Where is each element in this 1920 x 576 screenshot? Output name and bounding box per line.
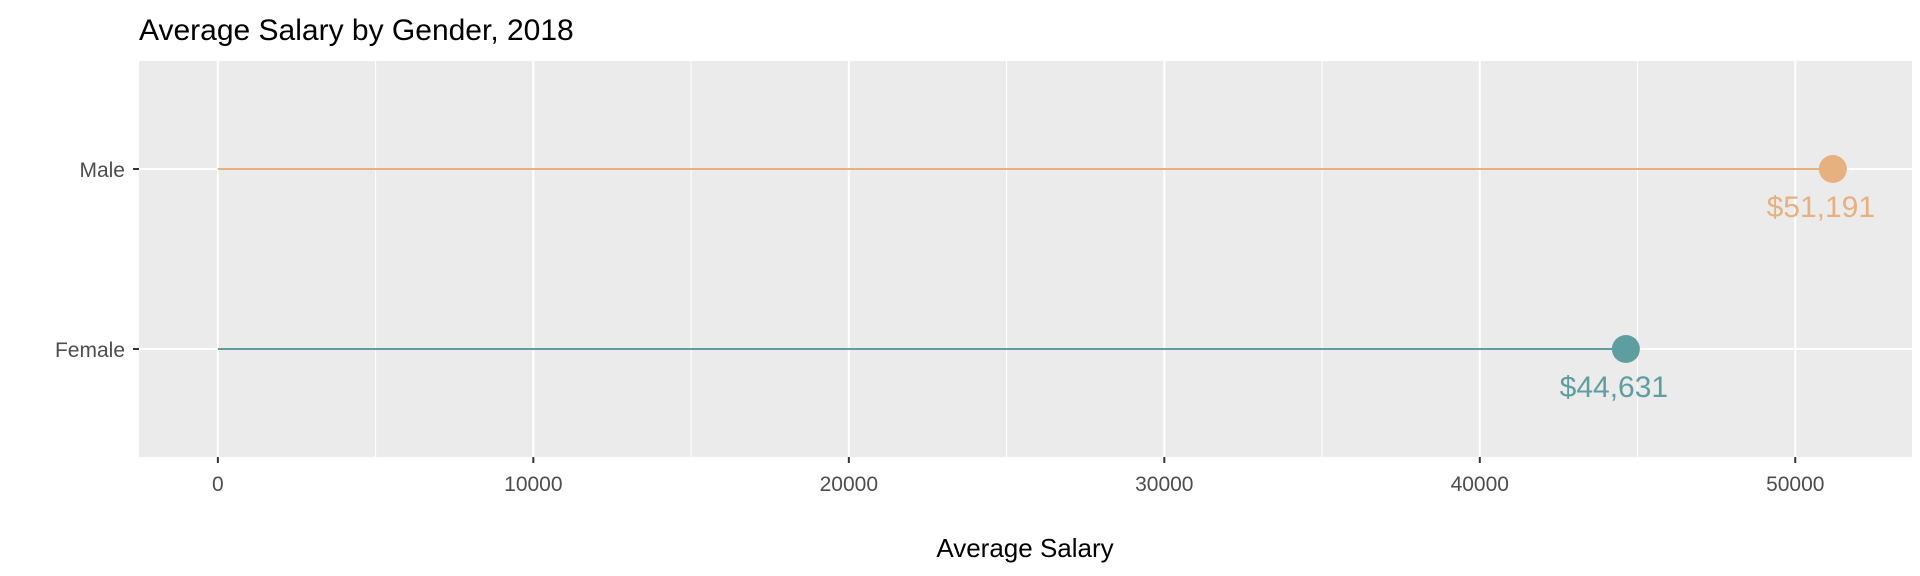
lollipop-point [1818,155,1847,183]
data-label: $51,191 [1767,191,1875,224]
marks-layer: $51,191 $44,631 [217,155,1875,404]
y-axis: Male Female [55,159,139,362]
plot-panel [139,61,1912,457]
chart-title: Average Salary by Gender, 2018 [139,14,574,47]
x-tick-label: 40000 [1451,473,1509,496]
x-tick-label: 10000 [504,473,562,496]
y-tick-label: Female [55,339,125,362]
x-axis: 0 10000 20000 30000 40000 50000 [212,457,1824,496]
x-tick-label: 20000 [820,473,878,496]
x-tick-label: 50000 [1766,473,1824,496]
lollipop-point [1611,335,1640,363]
data-label: $44,631 [1560,371,1668,404]
x-tick-label: 0 [212,473,224,496]
x-axis-title: Average Salary [936,533,1113,563]
x-tick-label: 30000 [1135,473,1193,496]
y-tick-label: Male [79,159,125,182]
